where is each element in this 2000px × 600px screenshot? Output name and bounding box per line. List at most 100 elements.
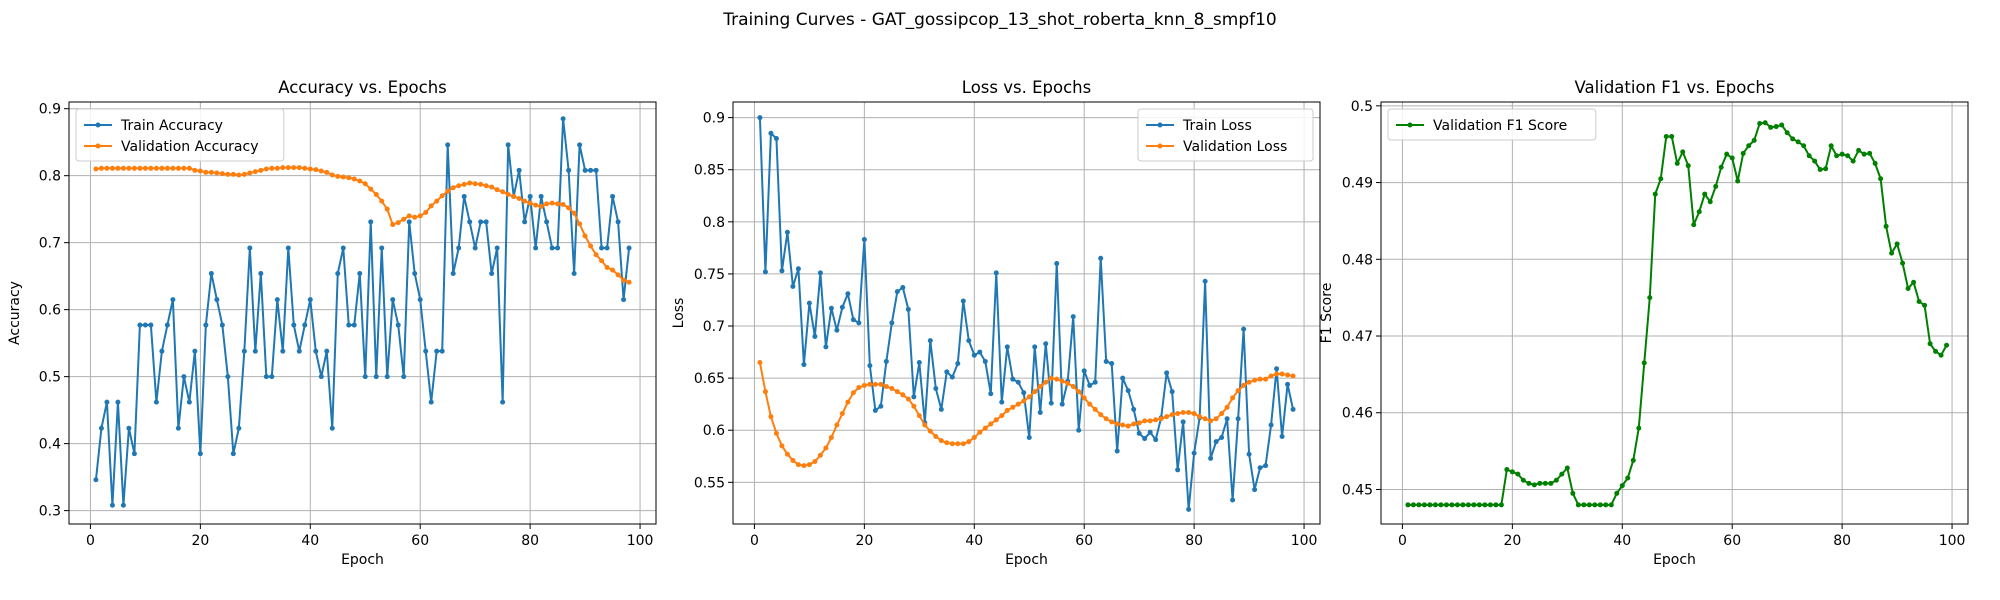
data-point bbox=[236, 172, 242, 178]
data-point bbox=[373, 191, 379, 197]
data-point bbox=[1685, 163, 1691, 169]
legend-marker bbox=[95, 143, 101, 149]
data-point bbox=[296, 348, 302, 354]
data-point bbox=[1867, 150, 1873, 156]
data-point bbox=[1801, 143, 1807, 149]
data-point bbox=[1197, 414, 1203, 420]
data-point bbox=[230, 451, 236, 457]
data-point bbox=[1015, 379, 1021, 385]
data-point bbox=[582, 233, 588, 239]
data-point bbox=[801, 463, 807, 469]
data-point bbox=[588, 243, 594, 249]
data-point bbox=[1740, 150, 1746, 156]
data-point bbox=[1482, 502, 1488, 508]
data-point bbox=[1032, 389, 1038, 395]
data-point bbox=[1575, 502, 1581, 508]
data-point bbox=[340, 245, 346, 251]
x-tick-label: 100 bbox=[1939, 533, 1966, 549]
x-tick-label: 100 bbox=[627, 533, 654, 549]
data-point bbox=[1652, 191, 1658, 197]
data-point bbox=[494, 187, 500, 193]
data-point bbox=[142, 165, 148, 171]
data-point bbox=[905, 396, 911, 402]
data-point bbox=[806, 300, 812, 306]
data-point bbox=[1757, 120, 1763, 126]
data-point bbox=[938, 406, 944, 412]
data-point bbox=[1026, 435, 1032, 441]
data-point bbox=[1147, 429, 1153, 435]
y-axis-label: Accuracy bbox=[7, 281, 23, 345]
data-point bbox=[779, 268, 785, 274]
data-point bbox=[1087, 401, 1093, 407]
series-1 bbox=[1405, 120, 1950, 508]
data-point bbox=[1004, 407, 1010, 413]
data-point bbox=[1465, 502, 1471, 508]
data-point bbox=[1768, 124, 1774, 130]
data-point bbox=[423, 348, 429, 354]
data-point bbox=[1274, 366, 1280, 372]
data-point bbox=[1010, 404, 1016, 410]
data-point bbox=[1702, 191, 1708, 197]
data-point bbox=[346, 175, 352, 181]
data-point bbox=[1834, 153, 1840, 159]
y-tick-label: 0.7 bbox=[39, 236, 61, 252]
data-point bbox=[170, 297, 176, 303]
data-point bbox=[505, 142, 511, 148]
data-point bbox=[784, 451, 790, 457]
data-point bbox=[1092, 406, 1098, 412]
data-point bbox=[610, 193, 616, 199]
data-point bbox=[1828, 143, 1834, 149]
data-point bbox=[1186, 506, 1192, 512]
data-point bbox=[1889, 250, 1895, 256]
figure-suptitle: Training Curves - GAT_gossipcop_13_shot_… bbox=[723, 10, 1277, 30]
data-point bbox=[203, 169, 209, 175]
data-point bbox=[1241, 326, 1247, 332]
data-point bbox=[406, 219, 412, 225]
x-axis-label: Epoch bbox=[1653, 552, 1696, 568]
data-point bbox=[889, 320, 895, 326]
data-point bbox=[889, 386, 895, 392]
x-axis-label: Epoch bbox=[1005, 552, 1048, 568]
data-point bbox=[549, 245, 555, 251]
data-point bbox=[1861, 151, 1867, 157]
series-1 bbox=[757, 115, 1296, 512]
data-point bbox=[1070, 383, 1076, 389]
data-point bbox=[1202, 278, 1208, 284]
data-point bbox=[285, 245, 291, 251]
data-point bbox=[203, 322, 209, 328]
data-point bbox=[1092, 379, 1098, 385]
data-point bbox=[1037, 383, 1043, 389]
data-point bbox=[1487, 502, 1493, 508]
data-point bbox=[812, 458, 818, 464]
data-point bbox=[790, 283, 796, 289]
data-point bbox=[1784, 130, 1790, 136]
data-point bbox=[1191, 411, 1197, 417]
data-point bbox=[768, 414, 774, 420]
data-point bbox=[1120, 422, 1126, 428]
data-point bbox=[599, 258, 605, 264]
series-line bbox=[95, 166, 630, 284]
data-point bbox=[883, 358, 889, 364]
data-point bbox=[1773, 124, 1779, 130]
data-point bbox=[993, 417, 999, 423]
data-point bbox=[489, 270, 495, 276]
data-point bbox=[516, 167, 522, 173]
data-point bbox=[916, 413, 922, 419]
data-point bbox=[1520, 477, 1526, 483]
data-point bbox=[170, 165, 176, 171]
y-tick-label: 0.48 bbox=[1342, 252, 1373, 268]
data-point bbox=[483, 183, 489, 189]
data-point bbox=[1823, 166, 1829, 172]
data-point bbox=[472, 245, 478, 251]
data-point bbox=[489, 184, 495, 190]
data-point bbox=[982, 358, 988, 364]
data-point bbox=[571, 210, 577, 216]
data-point bbox=[483, 219, 489, 225]
data-point bbox=[615, 272, 621, 278]
data-point bbox=[252, 169, 258, 175]
data-point bbox=[1751, 137, 1757, 143]
data-point bbox=[1625, 475, 1631, 481]
data-point bbox=[511, 193, 517, 199]
data-point bbox=[131, 451, 137, 457]
data-point bbox=[159, 348, 165, 354]
